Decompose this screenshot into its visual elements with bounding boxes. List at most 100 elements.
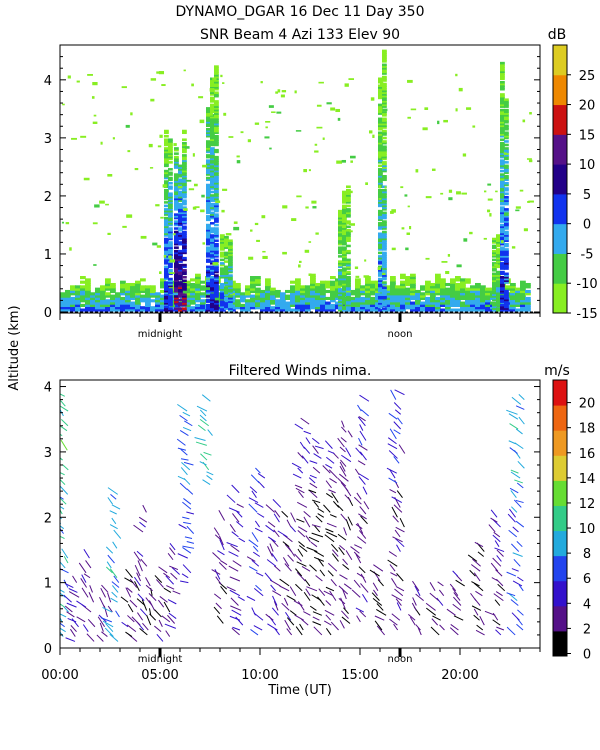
snr-cell <box>178 303 183 307</box>
wind-barb <box>165 575 174 585</box>
wind-barb <box>166 585 175 590</box>
snr-cell <box>504 296 509 300</box>
snr-cell <box>455 285 461 289</box>
wind-barb <box>284 563 292 572</box>
snr-cell <box>105 203 109 206</box>
wind-barb <box>231 484 240 494</box>
snr-cell <box>475 292 481 296</box>
snr-cell <box>178 204 183 208</box>
wind-barb <box>311 499 321 504</box>
wind-barb <box>359 430 367 441</box>
snr-cell <box>182 176 187 180</box>
wind-x-tick-label: 15:00 <box>341 668 378 683</box>
snr-cell <box>210 164 215 168</box>
snr-cell <box>206 216 211 220</box>
wind-barb <box>295 568 303 577</box>
wind-barb <box>206 475 213 481</box>
snr-cell <box>182 187 187 190</box>
snr-cell <box>382 155 387 159</box>
snr-cell <box>500 185 505 189</box>
wind-barb <box>296 571 306 582</box>
snr-cell <box>350 223 356 226</box>
snr-cell <box>164 180 169 183</box>
snr-cell <box>504 239 509 242</box>
wind-barb <box>449 627 459 636</box>
wind-y-tick-label: 4 <box>44 381 52 396</box>
snr-cell <box>212 77 217 81</box>
snr-cell <box>330 294 336 298</box>
snr-cell <box>174 180 179 183</box>
snr-cell <box>168 253 173 256</box>
snr-cell <box>61 221 65 224</box>
snr-cell <box>529 112 532 115</box>
snr-cell <box>206 108 211 112</box>
snr-cell <box>210 305 215 309</box>
wind-barb <box>374 615 385 621</box>
snr-cell <box>370 308 376 312</box>
snr-cell <box>496 249 501 253</box>
wind-barb <box>257 512 265 518</box>
snr-cell <box>270 306 276 310</box>
snr-cell <box>210 128 215 131</box>
snr-cell <box>206 255 211 258</box>
wind-barb <box>376 603 384 611</box>
snr-cell <box>130 285 136 289</box>
snr-cell <box>500 148 505 152</box>
snr-cell <box>338 274 343 277</box>
snr-cell <box>224 256 229 260</box>
snr-cell <box>182 180 187 183</box>
snr-cell <box>174 204 179 208</box>
snr-cell <box>210 131 215 135</box>
snr-cell <box>460 278 466 282</box>
snr-cell <box>168 152 173 155</box>
wind-barb <box>167 553 174 561</box>
snr-cell <box>65 299 71 303</box>
wind-barb <box>76 616 86 623</box>
snr-cell <box>182 230 187 234</box>
snr-cell <box>225 294 231 298</box>
snr-cell <box>100 294 106 298</box>
snr-cell <box>500 234 505 237</box>
snr-cell <box>182 168 187 171</box>
snr-cell <box>382 208 387 211</box>
snr-cell <box>504 148 509 152</box>
snr-cell <box>270 287 276 291</box>
snr-cell <box>280 296 286 301</box>
snr-cell <box>460 303 466 307</box>
snr-cell <box>338 300 343 303</box>
wind-barb <box>289 610 297 616</box>
snr-cell <box>164 190 169 194</box>
snr-cell <box>496 295 501 298</box>
snr-cell <box>195 306 201 310</box>
snr-cell <box>504 258 509 262</box>
snr-cell <box>378 161 383 164</box>
snr-cell <box>500 255 505 258</box>
snr-cell <box>390 303 396 307</box>
snr-cell <box>206 215 211 218</box>
snr-cell <box>174 173 179 176</box>
snr-cell <box>342 197 347 201</box>
snr-cell <box>168 195 173 199</box>
snr-cell <box>445 292 451 296</box>
snr-cell <box>275 289 281 294</box>
wind-barb <box>251 559 260 567</box>
wind-barb <box>289 586 297 596</box>
wind-barb <box>393 421 402 430</box>
snr-cell <box>164 148 169 152</box>
snr-cell <box>174 269 179 272</box>
snr-cell <box>523 228 528 232</box>
snr-cell <box>337 117 341 121</box>
snr-cell <box>168 150 173 154</box>
wind-barb <box>253 587 264 597</box>
snr-cell <box>378 289 383 293</box>
snr-cell <box>224 296 229 300</box>
snr-cell <box>140 278 146 282</box>
snr-cell <box>485 303 491 307</box>
wind-barb <box>298 545 308 552</box>
snr-cell <box>125 285 131 289</box>
snr-cell <box>182 239 187 242</box>
wind-barb <box>311 437 320 445</box>
wind-barb <box>177 475 186 481</box>
snr-cell <box>320 303 326 307</box>
wind-barb <box>517 576 524 582</box>
